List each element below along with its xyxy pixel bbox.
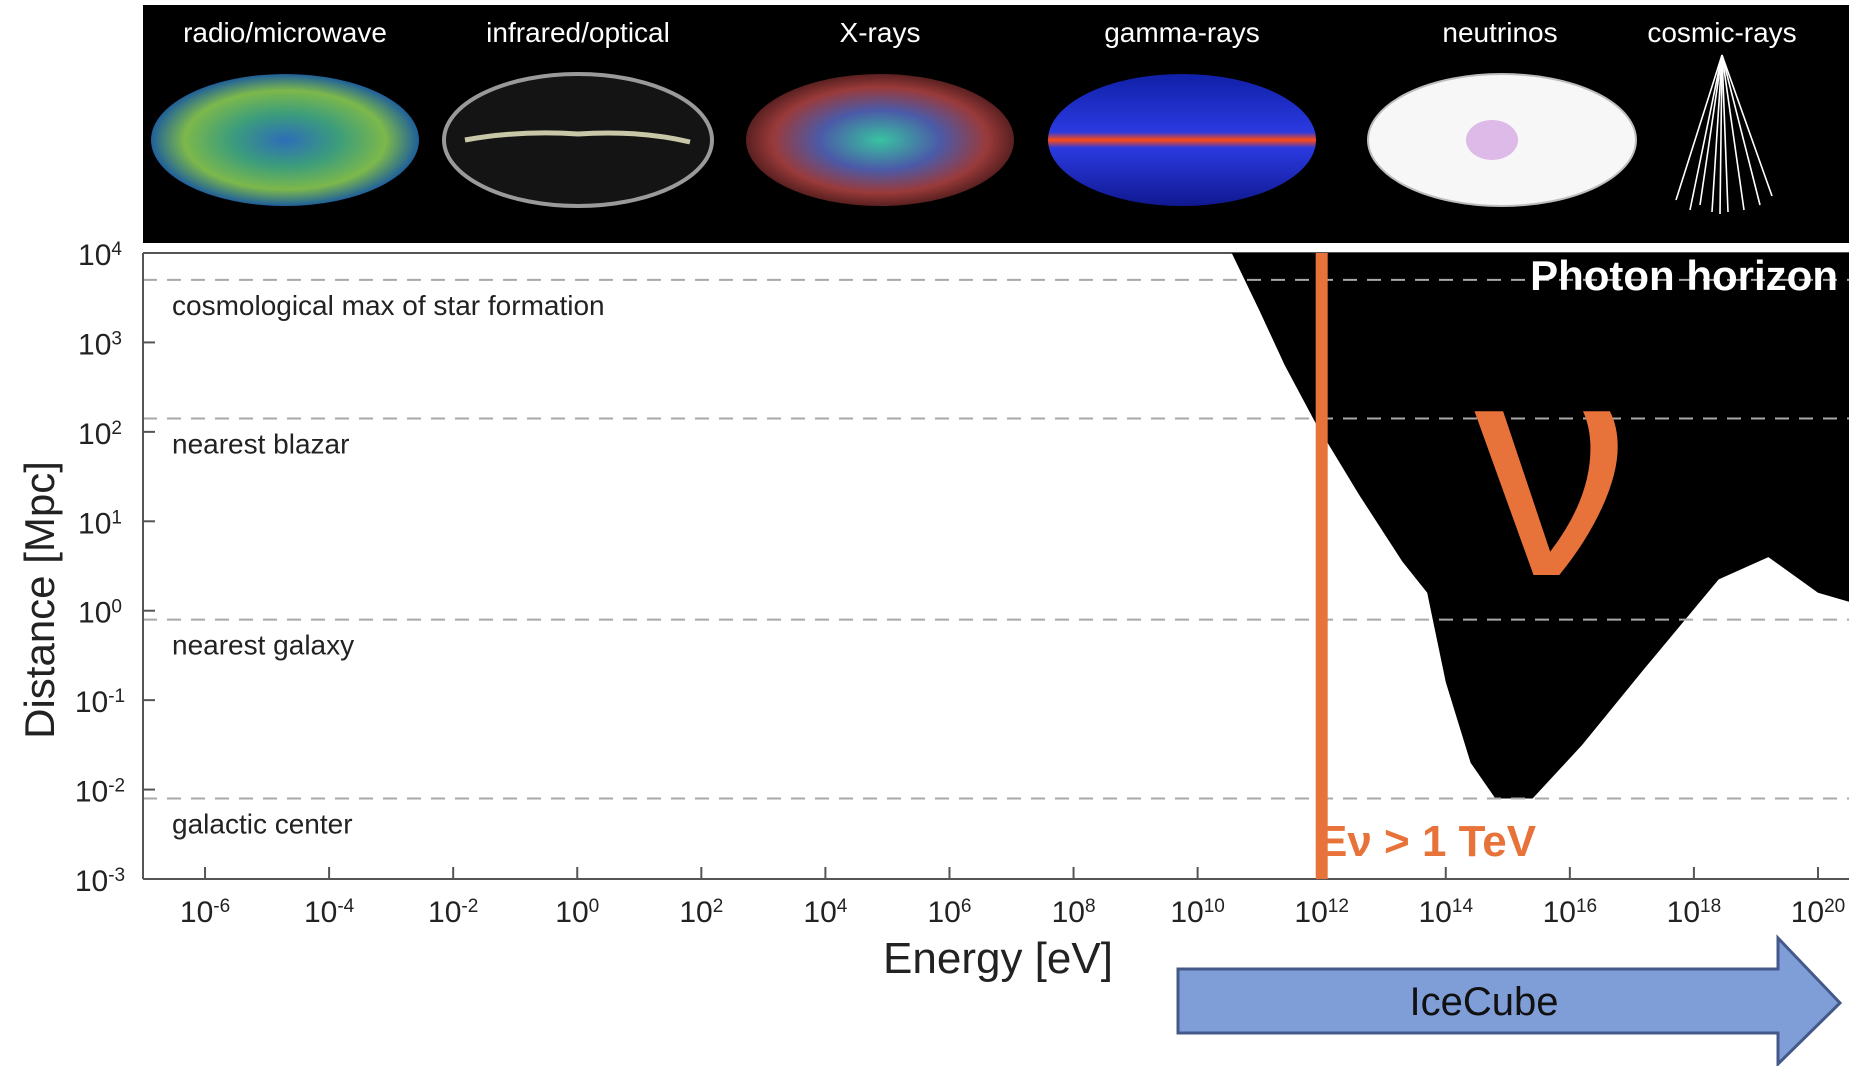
banner-label-radio-microwave: radio/microwave: [183, 17, 387, 48]
xray-sky-map: [746, 74, 1014, 206]
reference-label-galactic-center: galactic center: [172, 809, 353, 840]
wavelength-banner: radio/microwave infrared/optical X-rays gam…: [143, 5, 1849, 243]
y-tick-label: 102: [78, 417, 122, 451]
microwave-sky-map: [151, 74, 419, 206]
x-tick-label: 10-6: [180, 896, 230, 930]
x-tick-label: 1010: [1170, 896, 1225, 930]
x-axis-label: Energy [eV]: [883, 934, 1113, 983]
x-tick-label: 10-2: [428, 896, 478, 930]
cosmic-ray-shower-icon: [1675, 54, 1773, 215]
photon-horizon-label: Photon horizon: [1530, 252, 1838, 299]
gamma-ray-sky-map: [1048, 74, 1316, 206]
icecube-arrow: IceCube: [1176, 934, 1843, 1068]
icecube-arrow-shape: [1176, 934, 1843, 1068]
y-tick-label: 103: [78, 328, 122, 362]
y-tick-label: 100: [78, 596, 122, 630]
banner-label-x-rays: X-rays: [840, 17, 921, 48]
neutrino-symbol: ν: [1475, 294, 1630, 641]
banner-label-neutrinos: neutrinos: [1442, 17, 1557, 48]
reference-label-nearest-galaxy: nearest galaxy: [172, 630, 354, 661]
banner-label-gamma-rays: gamma-rays: [1104, 17, 1260, 48]
y-tick-label: 10-2: [75, 775, 125, 809]
energy-threshold-label: Eν > 1 TeV: [1318, 817, 1537, 866]
milky-way-band: [464, 130, 691, 145]
neutrino-hotspot: [1466, 120, 1518, 160]
icecube-label: IceCube: [1410, 980, 1559, 1024]
x-tick-label: 10-4: [304, 896, 355, 930]
photon-horizon-region: [1231, 253, 1849, 799]
banner-label-infrared-optical: infrared/optical: [486, 17, 670, 48]
x-tick-label: 106: [927, 896, 971, 930]
x-tick-label: 102: [679, 896, 723, 930]
plot-area: cosmological max of star formation neares…: [75, 239, 1849, 930]
y-tick-label: 101: [78, 507, 122, 541]
banner-label-cosmic-rays: cosmic-rays: [1647, 17, 1796, 48]
x-tick-label: 1012: [1294, 896, 1349, 930]
y-tick-label: 104: [78, 239, 122, 273]
y-axis-label: Distance [Mpc]: [16, 461, 63, 739]
x-tick-label: 108: [1052, 896, 1096, 930]
x-tick-label: 104: [803, 896, 847, 930]
x-tick-label: 1020: [1791, 896, 1846, 930]
x-tick-label: 1016: [1543, 896, 1598, 930]
reference-label-nearest-blazar: nearest blazar: [172, 428, 349, 459]
optical-sky-map: [442, 72, 714, 208]
x-tick-label: 100: [555, 896, 599, 930]
x-tick-label: 1018: [1667, 896, 1722, 930]
reference-label-cosmological-max-of-star-formation: cosmological max of star formation: [172, 290, 605, 321]
x-tick-label: 1014: [1419, 896, 1474, 930]
y-tick-label: 10-3: [75, 865, 125, 899]
y-tick-label: 10-1: [75, 686, 125, 720]
